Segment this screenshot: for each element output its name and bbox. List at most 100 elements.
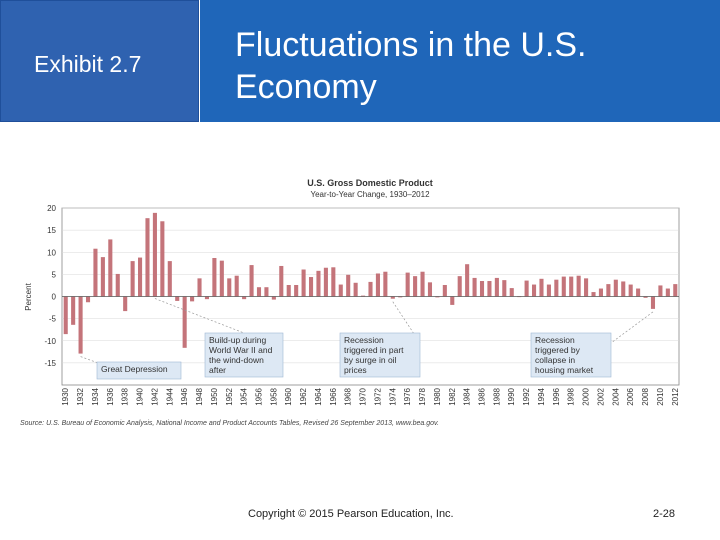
x-tick-label: 1932 bbox=[76, 387, 85, 405]
x-tick-label: 1974 bbox=[388, 387, 397, 405]
annotation-text: Great Depression bbox=[101, 364, 168, 374]
annotation-text: Recession bbox=[344, 335, 384, 345]
bar bbox=[673, 284, 678, 297]
annotation-text: prices bbox=[344, 365, 367, 375]
bar bbox=[301, 269, 306, 297]
bar bbox=[204, 296, 210, 300]
bar bbox=[405, 272, 410, 297]
x-tick-label: 1968 bbox=[344, 387, 353, 405]
y-axis-label: Percent bbox=[24, 282, 33, 310]
bar bbox=[323, 267, 328, 297]
annotation-text: World War II and bbox=[209, 345, 273, 355]
bar bbox=[472, 277, 477, 297]
annotation-box bbox=[96, 361, 182, 380]
bar bbox=[539, 278, 544, 297]
annotation-leader bbox=[610, 311, 654, 344]
y-tick-label: 5 bbox=[52, 270, 57, 279]
x-tick-label: 1934 bbox=[91, 387, 100, 405]
x-tick-label: 1954 bbox=[240, 387, 249, 405]
bar bbox=[138, 257, 143, 297]
bar bbox=[100, 257, 105, 297]
x-tick-label: 1944 bbox=[165, 387, 174, 405]
gdp-chart: U.S. Gross Domestic Product Year-to-Year… bbox=[20, 178, 680, 427]
bar bbox=[316, 270, 321, 297]
bar bbox=[123, 296, 128, 312]
x-tick-label: 1930 bbox=[61, 387, 70, 405]
bar bbox=[93, 248, 98, 297]
x-tick-label: 1956 bbox=[254, 387, 263, 405]
bar bbox=[375, 273, 380, 297]
bar bbox=[465, 264, 470, 297]
bar bbox=[190, 296, 195, 302]
annotation-text: collapse in bbox=[535, 355, 575, 365]
bar bbox=[115, 273, 120, 297]
bar bbox=[108, 239, 113, 297]
bar bbox=[353, 282, 358, 297]
annotation-text: Recession bbox=[535, 335, 575, 345]
annotation-box bbox=[339, 332, 421, 378]
bar bbox=[78, 296, 83, 354]
copyright-text: Copyright © 2015 Pearson Education, Inc. bbox=[248, 508, 454, 520]
x-tick-label: 1998 bbox=[567, 387, 576, 405]
bar bbox=[658, 285, 663, 297]
bar bbox=[502, 280, 507, 297]
x-tick-label: 2004 bbox=[611, 387, 620, 405]
bar bbox=[636, 288, 641, 297]
y-tick-label: 10 bbox=[47, 248, 56, 257]
bar bbox=[182, 296, 187, 348]
bar bbox=[479, 281, 485, 297]
bar bbox=[606, 284, 611, 297]
bar bbox=[390, 296, 395, 299]
bar bbox=[197, 278, 202, 297]
bar bbox=[234, 275, 239, 297]
bar bbox=[487, 281, 492, 297]
exhibit-box: Exhibit 2.7 bbox=[0, 0, 199, 122]
bar bbox=[308, 277, 314, 297]
bar bbox=[271, 296, 276, 300]
bar bbox=[427, 282, 433, 297]
bar bbox=[413, 276, 418, 297]
bar bbox=[598, 288, 603, 297]
y-tick-labels: 20 15 10 5 0 -5 -10 -15 bbox=[44, 204, 56, 368]
x-tick-label: 1942 bbox=[150, 387, 159, 405]
bar bbox=[346, 274, 351, 297]
bar bbox=[591, 292, 596, 297]
bar bbox=[576, 275, 581, 297]
bar bbox=[85, 296, 91, 303]
annotation-text: housing market bbox=[535, 365, 594, 375]
x-tick-label: 1978 bbox=[418, 387, 427, 405]
x-tick-label: 1996 bbox=[552, 387, 561, 405]
bar bbox=[524, 280, 529, 297]
slide-title: Fluctuations in the U.S. Economy bbox=[235, 26, 587, 106]
bar bbox=[368, 281, 373, 297]
annotation-text: by surge in oil bbox=[344, 355, 397, 365]
y-tick-label: 20 bbox=[47, 204, 56, 213]
x-tick-label: 2008 bbox=[641, 387, 650, 405]
x-tick-label: 1972 bbox=[373, 387, 382, 405]
y-tick-label: 0 bbox=[52, 293, 57, 302]
bar bbox=[531, 284, 537, 297]
x-tick-label: 1960 bbox=[284, 387, 293, 405]
bar bbox=[509, 288, 514, 297]
x-tick-label: 1964 bbox=[314, 387, 323, 405]
bar bbox=[256, 287, 262, 297]
bar bbox=[554, 279, 559, 297]
bar bbox=[294, 284, 299, 297]
bar bbox=[338, 284, 343, 297]
bar bbox=[63, 296, 68, 335]
x-tick-label: 1980 bbox=[433, 387, 442, 405]
x-tick-label: 1952 bbox=[225, 387, 234, 405]
y-tick-label: -10 bbox=[44, 337, 56, 346]
bar bbox=[457, 276, 462, 297]
annotation-text: Build-up during bbox=[209, 335, 266, 345]
bar bbox=[546, 284, 551, 297]
x-tick-label: 2000 bbox=[582, 387, 591, 405]
annotation-text: triggered in part bbox=[344, 345, 404, 355]
x-tick-label: 1994 bbox=[537, 387, 546, 405]
bar bbox=[650, 296, 656, 309]
bar bbox=[219, 260, 224, 297]
chart-subtitle: Year-to-Year Change, 1930–2012 bbox=[310, 190, 430, 199]
bar bbox=[264, 287, 269, 297]
bar bbox=[361, 295, 366, 297]
x-tick-labels: 1930 1932 1934 1936 1938 1940 1942 1944 1946 1948… bbox=[61, 387, 680, 405]
